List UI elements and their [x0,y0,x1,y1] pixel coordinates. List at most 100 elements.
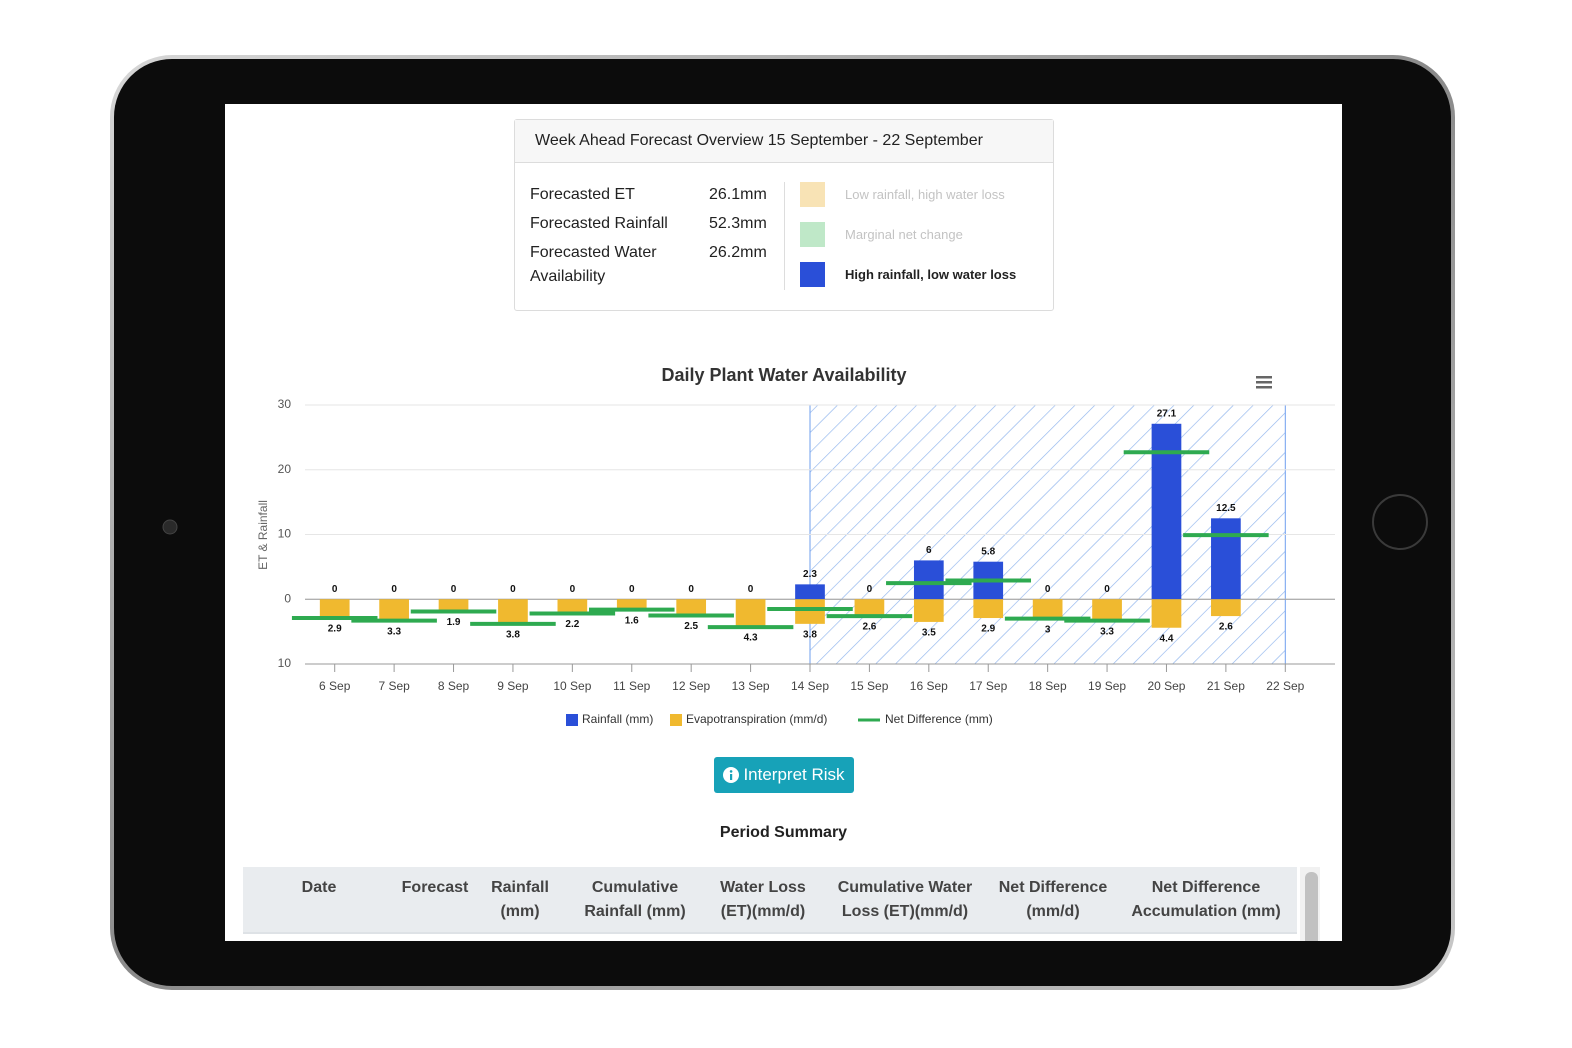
forecast-card: Week Ahead Forecast Overview 15 Septembe… [514,119,1054,311]
data-label: 27.1 [1157,408,1177,419]
menu-line [1256,381,1272,384]
chart: Daily Plant Water Availability ET & Rain… [256,365,1335,726]
row-value: 52.3mm [709,215,767,232]
data-label: 2.9 [981,624,995,635]
data-label: 2.2 [565,619,579,630]
data-label: 0 [867,584,873,595]
y-tick-label: 0 [284,591,291,605]
x-tick-label: 15 Sep [850,679,888,693]
data-label: 0 [451,584,457,595]
data-label: 6 [926,545,932,556]
legend-label: Net Difference (mm) [885,712,993,726]
data-label: 0 [688,584,694,595]
bar [616,599,647,610]
data-label: 0 [1045,584,1051,595]
legend-label: Evapotranspiration (mm/d) [686,712,827,726]
menu-line [1256,386,1272,389]
x-tick-label: 19 Sep [1088,679,1126,693]
data-label: 3 [1045,624,1051,635]
data-label: 12.5 [1216,503,1236,514]
x-tick-label: 13 Sep [732,679,770,693]
data-label: 1.9 [447,617,461,628]
y-tick-label: 20 [278,462,292,476]
bar [498,599,528,624]
row-label: Forecasted ET [530,186,635,203]
data-label: 0 [570,584,576,595]
y-tick-label: 10 [278,656,292,670]
chart-title: Daily Plant Water Availability [661,365,906,385]
bar [854,599,885,617]
x-tick-label: 18 Sep [1029,679,1067,693]
table-header [243,867,1297,934]
row-label: Forecasted Water Availability [530,244,657,285]
column-header: Net Difference (mm/d) [998,879,1108,920]
data-label: 0 [748,584,754,595]
screen: Week Ahead Forecast Overview 15 Septembe… [225,104,1342,941]
bar [795,599,825,624]
data-label: 0 [391,584,397,595]
risk-swatch [800,182,825,207]
risk-label: Marginal net change [845,227,963,242]
data-label: 0 [332,584,338,595]
x-tick-label: 9 Sep [497,679,529,693]
bar [1092,599,1122,621]
x-tick-label: 10 Sep [553,679,591,693]
x-tick-label: 11 Sep [613,679,650,693]
x-tick-label: 21 Sep [1207,679,1245,693]
bar [1211,599,1241,617]
column-header: Date [301,879,337,896]
bar [795,584,825,600]
data-label: 2.5 [684,621,698,632]
data-label: 0 [1104,584,1110,595]
data-label: 5.8 [981,546,995,557]
bar [1211,518,1241,600]
menu-line [1256,376,1272,379]
data-label: 1.6 [625,615,639,626]
bar [1032,599,1063,619]
bar [438,599,469,612]
data-label: 3.3 [387,626,401,637]
legend-label: Rainfall (mm) [582,712,653,726]
bar [1151,423,1182,600]
y-axis-title: ET & Rainfall [256,500,270,570]
data-label: 4.3 [744,633,758,644]
data-label: 2.6 [1219,622,1233,633]
bar [735,599,766,628]
home-button [1372,494,1428,550]
y-tick-label: 30 [278,397,292,411]
column-header: Cumulative Water Loss (ET)(mm/d) [837,879,973,920]
divider [784,182,785,290]
column-header: Forecast [401,879,469,896]
data-label: 0 [629,584,635,595]
x-tick-label: 8 Sep [438,679,470,693]
bar [973,599,1004,619]
risk-swatch [800,222,825,247]
data-label: 2.3 [803,569,817,580]
x-tick-label: 12 Sep [672,679,710,693]
bar [676,599,707,616]
data-label: 3.3 [1100,626,1114,637]
button-label: Interpret Risk [743,765,845,784]
scrollbar-thumb[interactable] [1305,872,1318,941]
column-header: Water Loss (ET)(mm/d) [720,879,806,920]
x-tick-label: 17 Sep [969,679,1007,693]
row-label: Forecasted Rainfall [530,215,668,232]
column-header: Net Difference Accumulation (mm) [1131,879,1281,920]
chart-menu[interactable] [1256,376,1272,389]
bar [319,599,350,619]
x-tick-label: 7 Sep [378,679,410,693]
x-tick-label: 14 Sep [791,679,829,693]
bar [913,560,944,600]
legend-swatch [566,714,578,726]
x-tick-label: 22 Sep [1266,679,1304,693]
bar [1151,599,1182,628]
camera [162,519,178,535]
summary-title: Period Summary [719,824,848,841]
risk-label: High rainfall, low water loss [845,267,1017,282]
info-icon [723,767,740,783]
row-value: 26.1mm [709,186,767,203]
risk-swatch [800,262,825,287]
interpret-risk-button[interactable]: Interpret Risk [714,757,854,793]
data-label: 3.5 [922,628,936,639]
data-label: 0 [510,584,516,595]
